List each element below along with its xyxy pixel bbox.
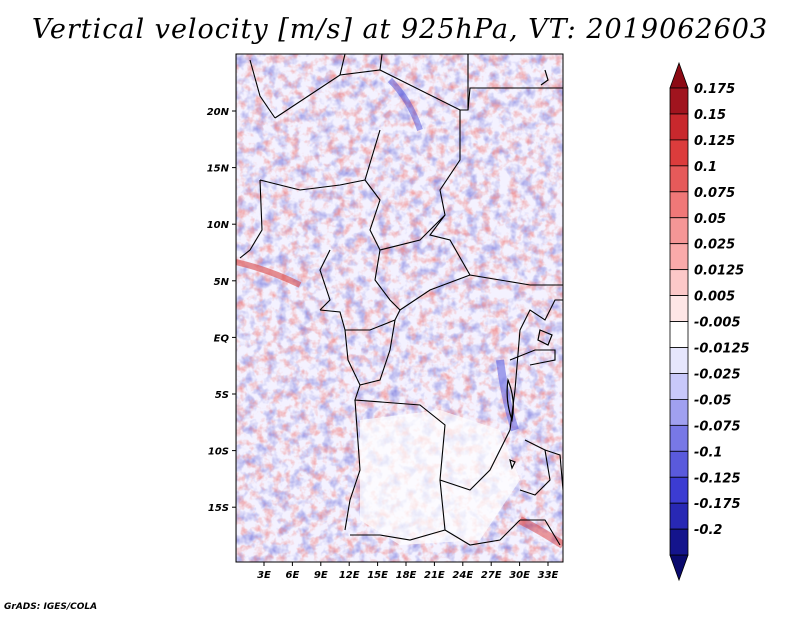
colorbar-bin [669,373,689,400]
colorbar-bottom-arrow [669,554,689,582]
colorbar-label: 0.05 [694,212,726,227]
colorbar-label: 0.15 [694,108,726,123]
lon-tick-label: 33E [538,570,559,581]
lon-tick-label: 30E [509,570,530,581]
colorbar-bin [669,424,689,452]
colorbar-label: 0.005 [694,290,735,305]
longitude-axis: 3E 6E 9E 12E 15E 18E 21E 24E 27E 30E 33E [257,562,559,581]
colorbar-bin [669,113,689,141]
lon-tick-label: 18E [396,570,417,581]
colorbar-label: 0.1 [694,160,717,175]
colorbar-label: 0.175 [694,82,735,97]
colorbar-label: 0.125 [694,134,735,149]
lat-tick-label: 10N [207,220,230,231]
colorbar-label: -0.075 [694,419,741,434]
colorbar-bin [669,243,689,271]
colorbar-bin [669,87,689,115]
colorbar-bin [669,191,689,219]
lon-tick-label: 6E [286,570,300,581]
colorbar-label: 0.075 [694,186,735,201]
lat-tick-label: 5S [215,390,229,401]
latitude-axis: 20N 15N 10N 5N EQ 5S 10S 15S [207,107,236,514]
lat-tick-label: EQ [214,333,230,344]
colorbar-bin [669,139,689,167]
lon-tick-label: 27E [481,570,502,581]
colorbar-label: -0.2 [694,523,722,538]
colorbar-label: -0.125 [694,471,741,486]
footer-credit: GrADS: IGES/COLA [4,602,98,612]
colorbar: 0.175 0.15 0.125 0.1 0.075 0.05 0.025 0.0125 0.0… [669,61,750,582]
lon-tick-label: 24E [452,570,473,581]
colorbar-label: 0.025 [694,238,735,253]
colorbar-top-arrow [669,61,689,89]
country-borders [236,54,563,562]
lon-tick-label: 9E [314,570,328,581]
colorbar-bin [669,347,689,374]
colorbar-bin [669,450,689,478]
map-frame [235,53,564,563]
lat-tick-label: 5N [214,277,230,288]
colorbar-label: -0.0125 [694,342,750,357]
colorbar-bin [669,398,689,426]
lon-tick-label: 12E [339,570,360,581]
map-panel [236,54,563,562]
lat-tick-label: 15S [208,503,229,514]
colorbar-bin [669,502,689,530]
lat-tick-label: 15N [207,164,230,175]
colorbar-label: -0.175 [694,497,741,512]
colorbar-bin [669,269,689,296]
lon-tick-label: 15E [367,570,388,581]
colorbar-bin [669,321,689,348]
colorbar-bin [669,165,689,193]
colorbar-label: -0.025 [694,367,741,382]
colorbar-bin [669,476,689,504]
lon-tick-label: 3E [257,570,271,581]
lon-tick-label: 21E [424,570,445,581]
colorbar-label: 0.0125 [694,264,744,279]
colorbar-label: -0.05 [694,393,731,408]
colorbar-label: -0.1 [694,445,722,460]
lat-tick-label: 20N [207,107,230,118]
colorbar-bin [669,217,689,245]
chart-title: Vertical velocity [m/s] at 925hPa, VT: 2… [31,14,769,45]
lat-tick-label: 10S [208,447,229,458]
colorbar-bin [669,295,689,322]
lakes [506,69,553,470]
colorbar-bin [669,528,689,556]
colorbar-label: -0.005 [694,316,741,331]
